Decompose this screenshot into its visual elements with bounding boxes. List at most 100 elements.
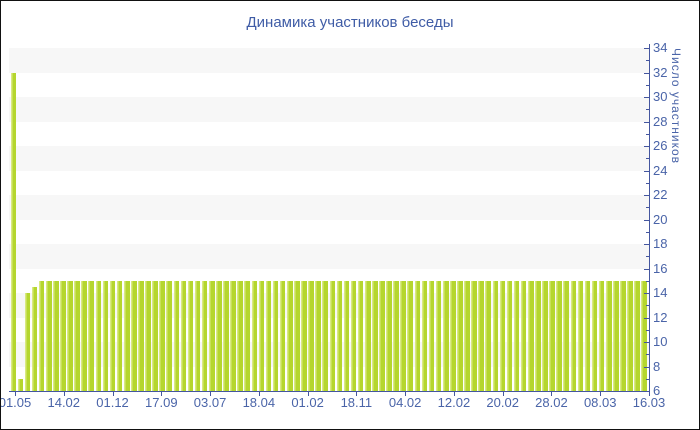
grid-band: [9, 195, 649, 220]
bar: [237, 280, 243, 391]
grid-band: [9, 72, 649, 97]
x-tick: [15, 392, 16, 396]
bar: [605, 280, 612, 391]
bar: [95, 280, 102, 391]
y-tick: [646, 84, 649, 86]
bar: [223, 280, 229, 391]
bar: [556, 280, 562, 391]
bar: [357, 280, 364, 391]
grid-band: [9, 97, 649, 122]
bar: [308, 280, 314, 391]
x-tick-label: 08.03: [583, 395, 617, 410]
bar: [442, 280, 449, 391]
bar: [301, 280, 307, 391]
y-tick-label: 14: [653, 285, 668, 300]
x-tick-label: 18.04: [242, 395, 276, 410]
x-tick: [453, 392, 455, 396]
bar: [145, 280, 151, 391]
bar: [542, 280, 548, 391]
x-tick-label: 04.02: [388, 395, 422, 410]
bar: [244, 280, 251, 391]
bar: [45, 280, 52, 391]
y-tick: [644, 366, 649, 368]
bar: [60, 280, 66, 391]
x-axis-line: [9, 391, 650, 392]
bar: [535, 280, 541, 391]
grid-band: [9, 146, 649, 171]
bar: [634, 280, 640, 391]
bar: [294, 280, 300, 391]
bar: [279, 280, 286, 391]
bar: [10, 72, 17, 391]
y-tick: [644, 195, 649, 196]
x-tick-label: 16.03: [632, 395, 666, 410]
y-tick-label: 28: [653, 113, 668, 129]
y-tick: [644, 170, 649, 172]
y-axis-line: [649, 44, 650, 392]
bar: [138, 280, 144, 391]
y-tick-label: 18: [653, 236, 668, 251]
x-tick: [405, 392, 407, 396]
y-tick: [644, 342, 649, 343]
bar: [570, 280, 577, 391]
y-tick-label: 30: [653, 89, 668, 104]
grid-band: [9, 48, 649, 73]
bar: [485, 280, 492, 391]
bar: [88, 280, 95, 391]
bar: [513, 280, 520, 391]
bar: [53, 280, 59, 391]
bar: [315, 280, 321, 391]
y-tick: [644, 48, 649, 49]
bar: [173, 280, 180, 391]
x-tick-label: 18.11: [340, 395, 373, 410]
x-tick: [502, 392, 504, 396]
y-tick: [644, 121, 649, 123]
bar: [549, 280, 555, 391]
bar: [109, 280, 116, 391]
bar: [201, 280, 208, 391]
bar: [393, 280, 399, 391]
y-tick-label: 16: [653, 260, 668, 276]
bar: [407, 280, 414, 391]
y-tick: [646, 329, 649, 331]
bar: [506, 280, 513, 391]
x-tick: [258, 392, 260, 396]
bar: [152, 280, 158, 391]
y-tick-label: 34: [653, 40, 668, 55]
y-tick: [646, 305, 649, 307]
bar: [450, 280, 456, 391]
y-tick: [644, 317, 649, 319]
y-tick: [646, 231, 649, 233]
bar: [471, 280, 477, 391]
bar: [400, 280, 406, 391]
bar: [187, 280, 194, 391]
bar: [251, 280, 258, 391]
bar: [620, 280, 626, 391]
x-tick-label: 28.02: [535, 395, 568, 410]
y-tick: [646, 207, 649, 209]
y-tick-label: 10: [653, 334, 668, 349]
bar: [350, 280, 357, 391]
y-tick: [646, 182, 649, 184]
bar: [421, 280, 428, 391]
bar: [272, 280, 279, 391]
y-tick-label: 6: [653, 383, 661, 398]
x-tick: [63, 392, 65, 396]
y-tick: [646, 158, 649, 160]
bar: [364, 280, 371, 391]
bar: [38, 280, 45, 391]
bar: [286, 280, 293, 391]
bar: [329, 280, 336, 391]
bar: [116, 280, 123, 391]
bar: [527, 280, 534, 391]
grid-band: [9, 244, 649, 269]
bar: [478, 280, 484, 391]
bar: [613, 280, 619, 391]
bar: [343, 280, 350, 391]
y-tick: [644, 268, 649, 270]
grid-band: [9, 170, 649, 195]
bar: [414, 280, 421, 391]
plot-area: [9, 48, 649, 391]
bar: [67, 280, 73, 391]
